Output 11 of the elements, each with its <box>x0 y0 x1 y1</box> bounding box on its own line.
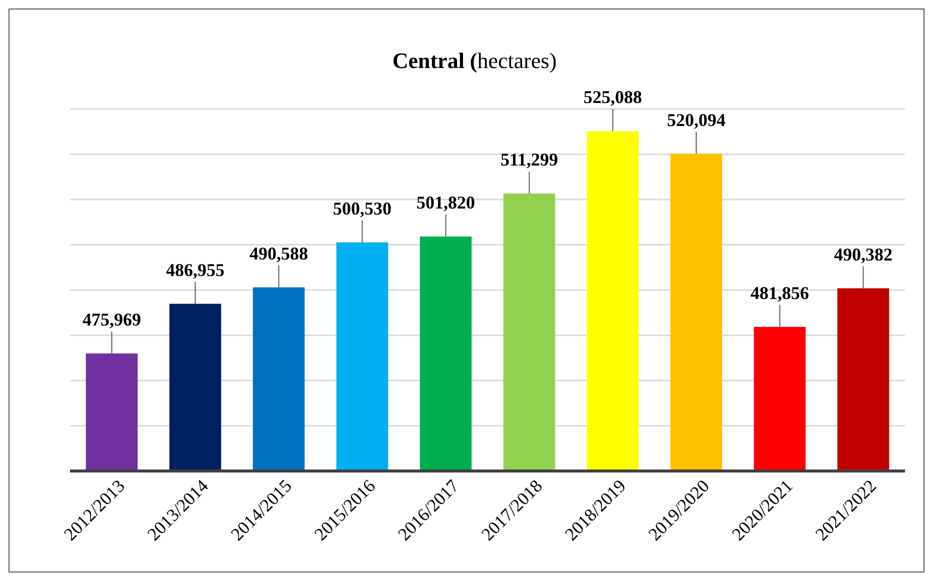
data-label: 490,588 <box>250 243 308 264</box>
data-label: 520,094 <box>667 110 726 130</box>
data-label: 511,299 <box>500 150 558 170</box>
data-label: 481,856 <box>750 282 809 303</box>
data-label: 490,382 <box>834 244 892 264</box>
chart-title: Central (hectares) <box>392 48 557 73</box>
data-label: 525,088 <box>584 87 642 108</box>
data-label: 475,969 <box>82 309 141 330</box>
data-label: 486,955 <box>166 260 224 280</box>
data-label: 501,820 <box>416 192 475 213</box>
data-label: 500,530 <box>333 198 392 218</box>
